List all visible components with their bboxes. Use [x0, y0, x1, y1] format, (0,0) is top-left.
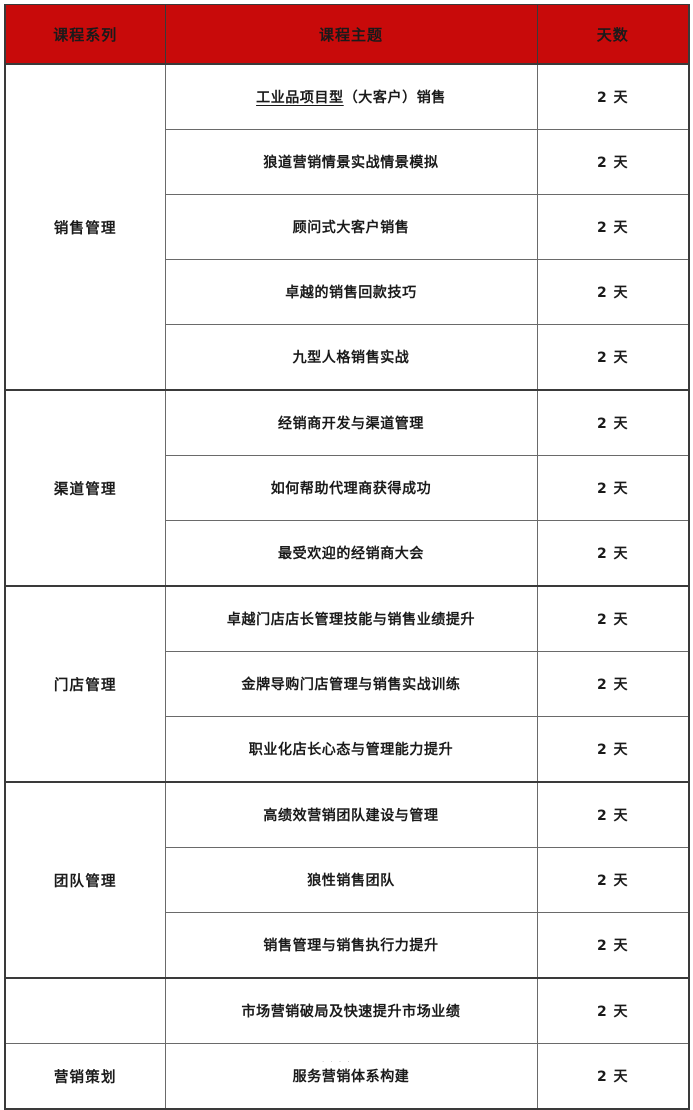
table-row: 狼道营销情景实战情景模拟 2 天 [5, 129, 690, 195]
days-cell: 2 天 [536, 912, 690, 979]
days-cell: 2 天 [536, 63, 690, 130]
series-cell-blank [4, 977, 166, 1044]
topic-cell: 金牌导购门店管理与销售实战训练 [164, 651, 538, 717]
course-catalog-table: 课程系列 课程主题 天数 销售管理 工业品项目型（大客户）销售 2 天 狼道营销… [4, 4, 690, 1110]
table-row: 职业化店长心态与管理能力提升 2 天 [5, 716, 690, 783]
topic-cell: 职业化店长心态与管理能力提升 [164, 716, 538, 783]
table-row: 如何帮助代理商获得成功 2 天 [5, 455, 690, 521]
column-header-series: 课程系列 [4, 4, 166, 65]
table-row: 市场营销破局及快速提升市场业绩 2 天 [4, 977, 690, 1044]
table-row: 团队管理 高绩效营销团队建设与管理 2 天 [4, 781, 690, 979]
days-cell: 2 天 [536, 259, 690, 325]
days-cell: 2 天 [536, 324, 690, 391]
series-cell-team-management: 团队管理 [4, 781, 166, 979]
page-root: 课程系列 课程主题 天数 销售管理 工业品项目型（大客户）销售 2 天 狼道营销… [4, 4, 690, 1110]
series-cell-channel-management: 渠道管理 [4, 389, 166, 587]
column-header-days: 天数 [536, 4, 690, 65]
table-body: 销售管理 工业品项目型（大客户）销售 2 天 狼道营销情景实战情景模拟 2 天 … [4, 63, 690, 1110]
table-row: 卓越的销售回款技巧 2 天 [5, 259, 690, 325]
topic-cell: 经销商开发与渠道管理 [164, 389, 538, 456]
days-cell: 2 天 [536, 520, 690, 587]
topic-cell: 高绩效营销团队建设与管理 [164, 781, 538, 848]
days-cell: 2 天 [536, 129, 690, 195]
table-row: 销售管理与销售执行力提升 2 天 [5, 912, 690, 979]
days-cell: 2 天 [536, 716, 690, 783]
table-row: 渠道管理 经销商开发与渠道管理 2 天 [4, 389, 690, 587]
days-cell: 2 天 [536, 585, 690, 652]
days-cell: 2 天 [536, 651, 690, 717]
days-cell: 2 天 [536, 781, 690, 848]
topic-cell: 卓越的销售回款技巧 [164, 259, 538, 325]
table-row: 金牌导购门店管理与销售实战训练 2 天 [5, 651, 690, 717]
series-cell-store-management: 门店管理 [4, 585, 166, 783]
topic-text-underlined: 工业品项目型 [256, 90, 344, 106]
topic-cell: 顾问式大客户销售 [164, 194, 538, 260]
topic-cell: 市场营销破局及快速提升市场业绩 [164, 977, 538, 1044]
table-header-row: 课程系列 课程主题 天数 [4, 4, 690, 65]
topic-cell: 九型人格销售实战 [164, 324, 538, 391]
topic-text-rest: （大客户）销售 [343, 90, 446, 106]
days-cell: 2 天 [536, 1043, 690, 1110]
table-row: 最受欢迎的经销商大会 2 天 [5, 520, 690, 587]
table-row: 顾问式大客户销售 2 天 [5, 194, 690, 260]
days-cell: 2 天 [536, 194, 690, 260]
topic-cell: 工业品项目型（大客户）销售 [164, 63, 538, 130]
days-cell: 2 天 [536, 847, 690, 913]
topic-cell: 最受欢迎的经销商大会 [164, 520, 538, 587]
days-cell: 2 天 [536, 977, 690, 1044]
topic-cell: 如何帮助代理商获得成功 [164, 455, 538, 521]
days-cell: 2 天 [536, 389, 690, 456]
table-row: 销售管理 工业品项目型（大客户）销售 2 天 [4, 63, 690, 391]
series-cell-marketing-planning: 营销策划 [4, 1043, 166, 1110]
table-row: 九型人格销售实战 2 天 [5, 324, 690, 391]
days-cell: 2 天 [536, 455, 690, 521]
column-header-topic: 课程主题 [164, 4, 538, 65]
topic-cell: 卓越门店店长管理技能与销售业绩提升 [164, 585, 538, 652]
table-row: 营销策划 服务营销体系构建 2 天 [4, 1043, 690, 1110]
topic-cell: 销售管理与销售执行力提升 [164, 912, 538, 979]
topic-cell: 狼性销售团队 [164, 847, 538, 913]
table-row: 门店管理 卓越门店店长管理技能与销售业绩提升 2 天 [4, 585, 690, 783]
topic-cell: 狼道营销情景实战情景模拟 [164, 129, 538, 195]
table-row: 狼性销售团队 2 天 [5, 847, 690, 913]
table-header: 课程系列 课程主题 天数 [4, 4, 690, 65]
page-bottom-artifact: · · · · [322, 1060, 352, 1065]
topic-cell: 服务营销体系构建 [164, 1043, 538, 1110]
series-cell-sales-management: 销售管理 [4, 63, 166, 391]
